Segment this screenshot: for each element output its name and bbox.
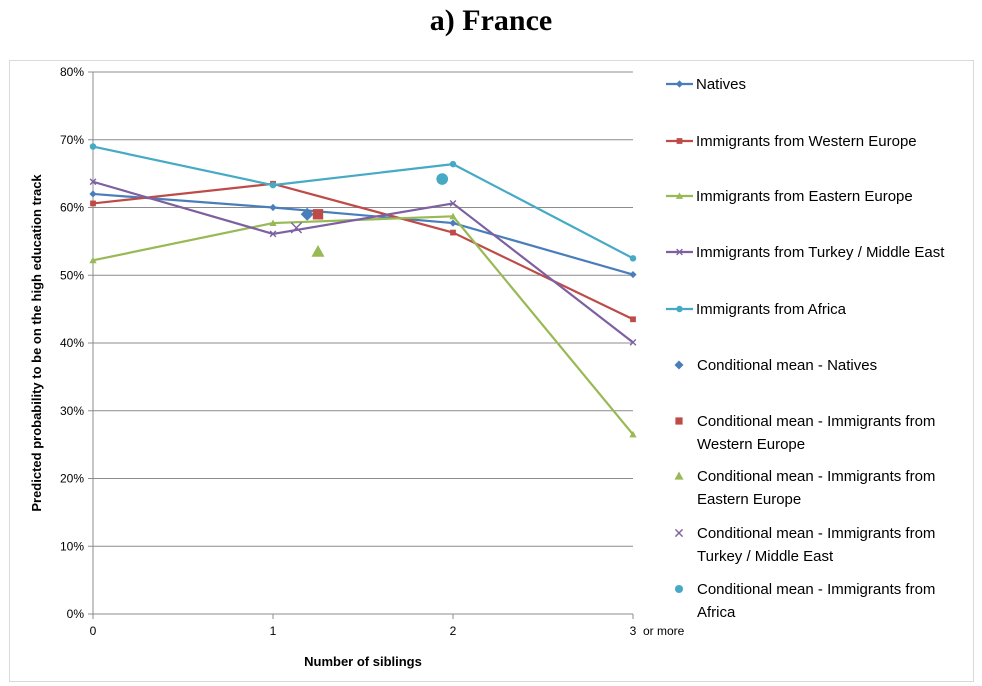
y-tick-label: 10% bbox=[60, 539, 84, 553]
y-tick-label: 40% bbox=[60, 336, 84, 350]
data-point bbox=[269, 181, 277, 189]
conditional-mean-markers bbox=[290, 173, 449, 257]
legend-label: Eastern Europe bbox=[697, 491, 801, 508]
legend-swatch-marker bbox=[676, 305, 683, 313]
legend-item: Immigrants from Eastern Europe bbox=[666, 188, 913, 205]
legend-label: Africa bbox=[697, 604, 736, 621]
series-line bbox=[92, 182, 634, 321]
legend-label: Immigrants from Africa bbox=[696, 301, 847, 318]
data-point bbox=[449, 212, 457, 220]
legend-swatch-marker bbox=[675, 192, 684, 199]
x-tick-label: 2 bbox=[450, 624, 457, 638]
legend-label: Conditional mean - Immigrants from bbox=[697, 581, 935, 598]
data-point bbox=[90, 200, 96, 207]
legend-label: Immigrants from Eastern Europe bbox=[696, 188, 913, 205]
data-point bbox=[269, 230, 277, 238]
y-tick-label: 30% bbox=[60, 404, 84, 418]
data-point bbox=[269, 203, 277, 212]
legend-swatch-marker bbox=[674, 528, 684, 538]
data-point bbox=[629, 255, 637, 262]
y-tick-label: 50% bbox=[60, 268, 84, 282]
conditional-mean-point bbox=[311, 245, 325, 257]
legend-item: Immigrants from Western Europe bbox=[666, 133, 917, 150]
data-point bbox=[629, 430, 637, 438]
legend-swatch-marker bbox=[675, 417, 683, 425]
legend-item: Conditional mean - Immigrants from Turkey… bbox=[674, 525, 935, 565]
legend-label: Natives bbox=[696, 76, 746, 93]
data-point bbox=[89, 143, 97, 150]
legend-swatch-marker bbox=[674, 471, 684, 480]
data-point bbox=[89, 178, 97, 186]
data-point bbox=[629, 270, 637, 279]
legend-label: Immigrants from Western Europe bbox=[696, 133, 917, 150]
legend-item: Immigrants from Africa bbox=[666, 301, 847, 318]
legend: Natives Immigrants from Western Europe Imm… bbox=[666, 76, 945, 621]
series-line bbox=[92, 192, 634, 276]
data-point bbox=[89, 190, 97, 198]
conditional-mean-point bbox=[300, 207, 314, 221]
legend-item: Conditional mean - Immigrants from Easter… bbox=[674, 468, 935, 508]
legend-item: Conditional mean - Immigrants from Africa bbox=[674, 581, 935, 621]
x-tick-labels: 0 1 2 3 or more bbox=[90, 614, 685, 638]
legend-item: Immigrants from Turkey / Middle East bbox=[666, 244, 945, 261]
series-line bbox=[92, 145, 634, 260]
chart-title: a) France bbox=[429, 4, 553, 37]
legend-label: Conditional mean - Immigrants from bbox=[697, 525, 935, 542]
y-tick-label: 0% bbox=[67, 607, 85, 621]
legend-label: Turkey / Middle East bbox=[697, 548, 834, 565]
chart-frame bbox=[9, 60, 974, 682]
gridlines bbox=[88, 71, 633, 615]
legend-label: Immigrants from Turkey / Middle East bbox=[696, 244, 945, 261]
y-tick-label: 20% bbox=[60, 472, 84, 486]
legend-swatch-marker bbox=[676, 138, 683, 144]
legend-swatch-marker bbox=[674, 360, 684, 370]
legend-item: Conditional mean - Immigrants from Wester… bbox=[675, 413, 935, 453]
series-line bbox=[92, 215, 634, 436]
series-lines bbox=[89, 143, 637, 438]
data-point bbox=[449, 219, 457, 227]
data-point bbox=[269, 219, 277, 226]
x-tick-label: 3 bbox=[630, 624, 637, 638]
y-tick-label: 60% bbox=[60, 201, 84, 215]
legend-item: Conditional mean - Natives bbox=[674, 357, 877, 374]
data-point bbox=[630, 316, 636, 323]
data-point bbox=[629, 338, 637, 346]
data-point bbox=[450, 229, 456, 236]
legend-item: Natives bbox=[666, 76, 746, 93]
legend-label: Western Europe bbox=[697, 436, 805, 453]
legend-label: Conditional mean - Natives bbox=[697, 357, 877, 374]
y-axis-title: Predicted probability to be on the high … bbox=[29, 174, 44, 512]
conditional-mean-point bbox=[436, 173, 449, 185]
legend-swatch-marker bbox=[676, 248, 683, 256]
series-line bbox=[92, 180, 634, 344]
y-tick-labels: 0% 10% 20% 30% 40% 50% 60% 70% 80% bbox=[60, 65, 84, 621]
legend-label: Conditional mean - Immigrants from bbox=[697, 468, 935, 485]
x-tick-label: 1 bbox=[270, 624, 277, 638]
x-tick-suffix: or more bbox=[643, 624, 685, 638]
data-point bbox=[449, 160, 457, 168]
legend-label: Conditional mean - Immigrants from bbox=[697, 413, 935, 430]
legend-swatch-marker bbox=[675, 80, 684, 88]
data-point bbox=[89, 256, 97, 264]
x-tick-label: 0 bbox=[90, 624, 97, 638]
conditional-mean-point bbox=[312, 209, 324, 220]
y-tick-label: 70% bbox=[60, 133, 84, 147]
axes bbox=[92, 72, 633, 615]
legend-swatch-marker bbox=[674, 584, 684, 594]
data-point bbox=[449, 200, 457, 207]
conditional-mean-point bbox=[290, 222, 303, 234]
x-axis-title: Number of siblings bbox=[304, 654, 422, 669]
y-tick-label: 80% bbox=[60, 65, 84, 79]
